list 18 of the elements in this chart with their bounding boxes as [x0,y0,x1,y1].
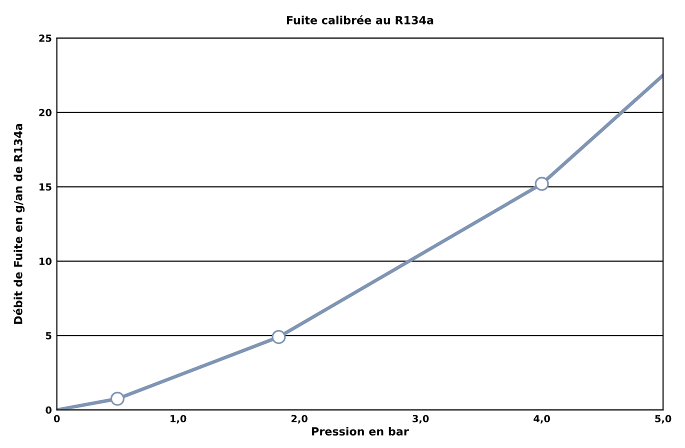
x-axis-title: Pression en bar [312,426,409,436]
point [272,330,286,344]
x-tick-label: 2,0 [292,414,308,424]
chart-title: Fuite calibrée au R134a [286,15,434,24]
x-tick-label: 3,0 [412,414,429,424]
x-tick-label: 4,0 [534,414,550,424]
y-tick-label: 10 [40,258,52,266]
point [110,392,125,406]
point [534,176,549,191]
x-tick-label: 0 [54,414,60,422]
y-tick-label: 5 [46,332,52,340]
x-tick-label: 5,0 [655,414,672,424]
y-tick-label: 25 [39,34,52,42]
x-tick-label: 1,0 [170,414,186,424]
y-tick-label: 15 [40,183,52,191]
y-tick-label: 0 [46,406,52,414]
y-tick-label: 20 [39,108,52,116]
y-axis-title: Débit de Fuite en g/an de R134a [13,124,25,324]
